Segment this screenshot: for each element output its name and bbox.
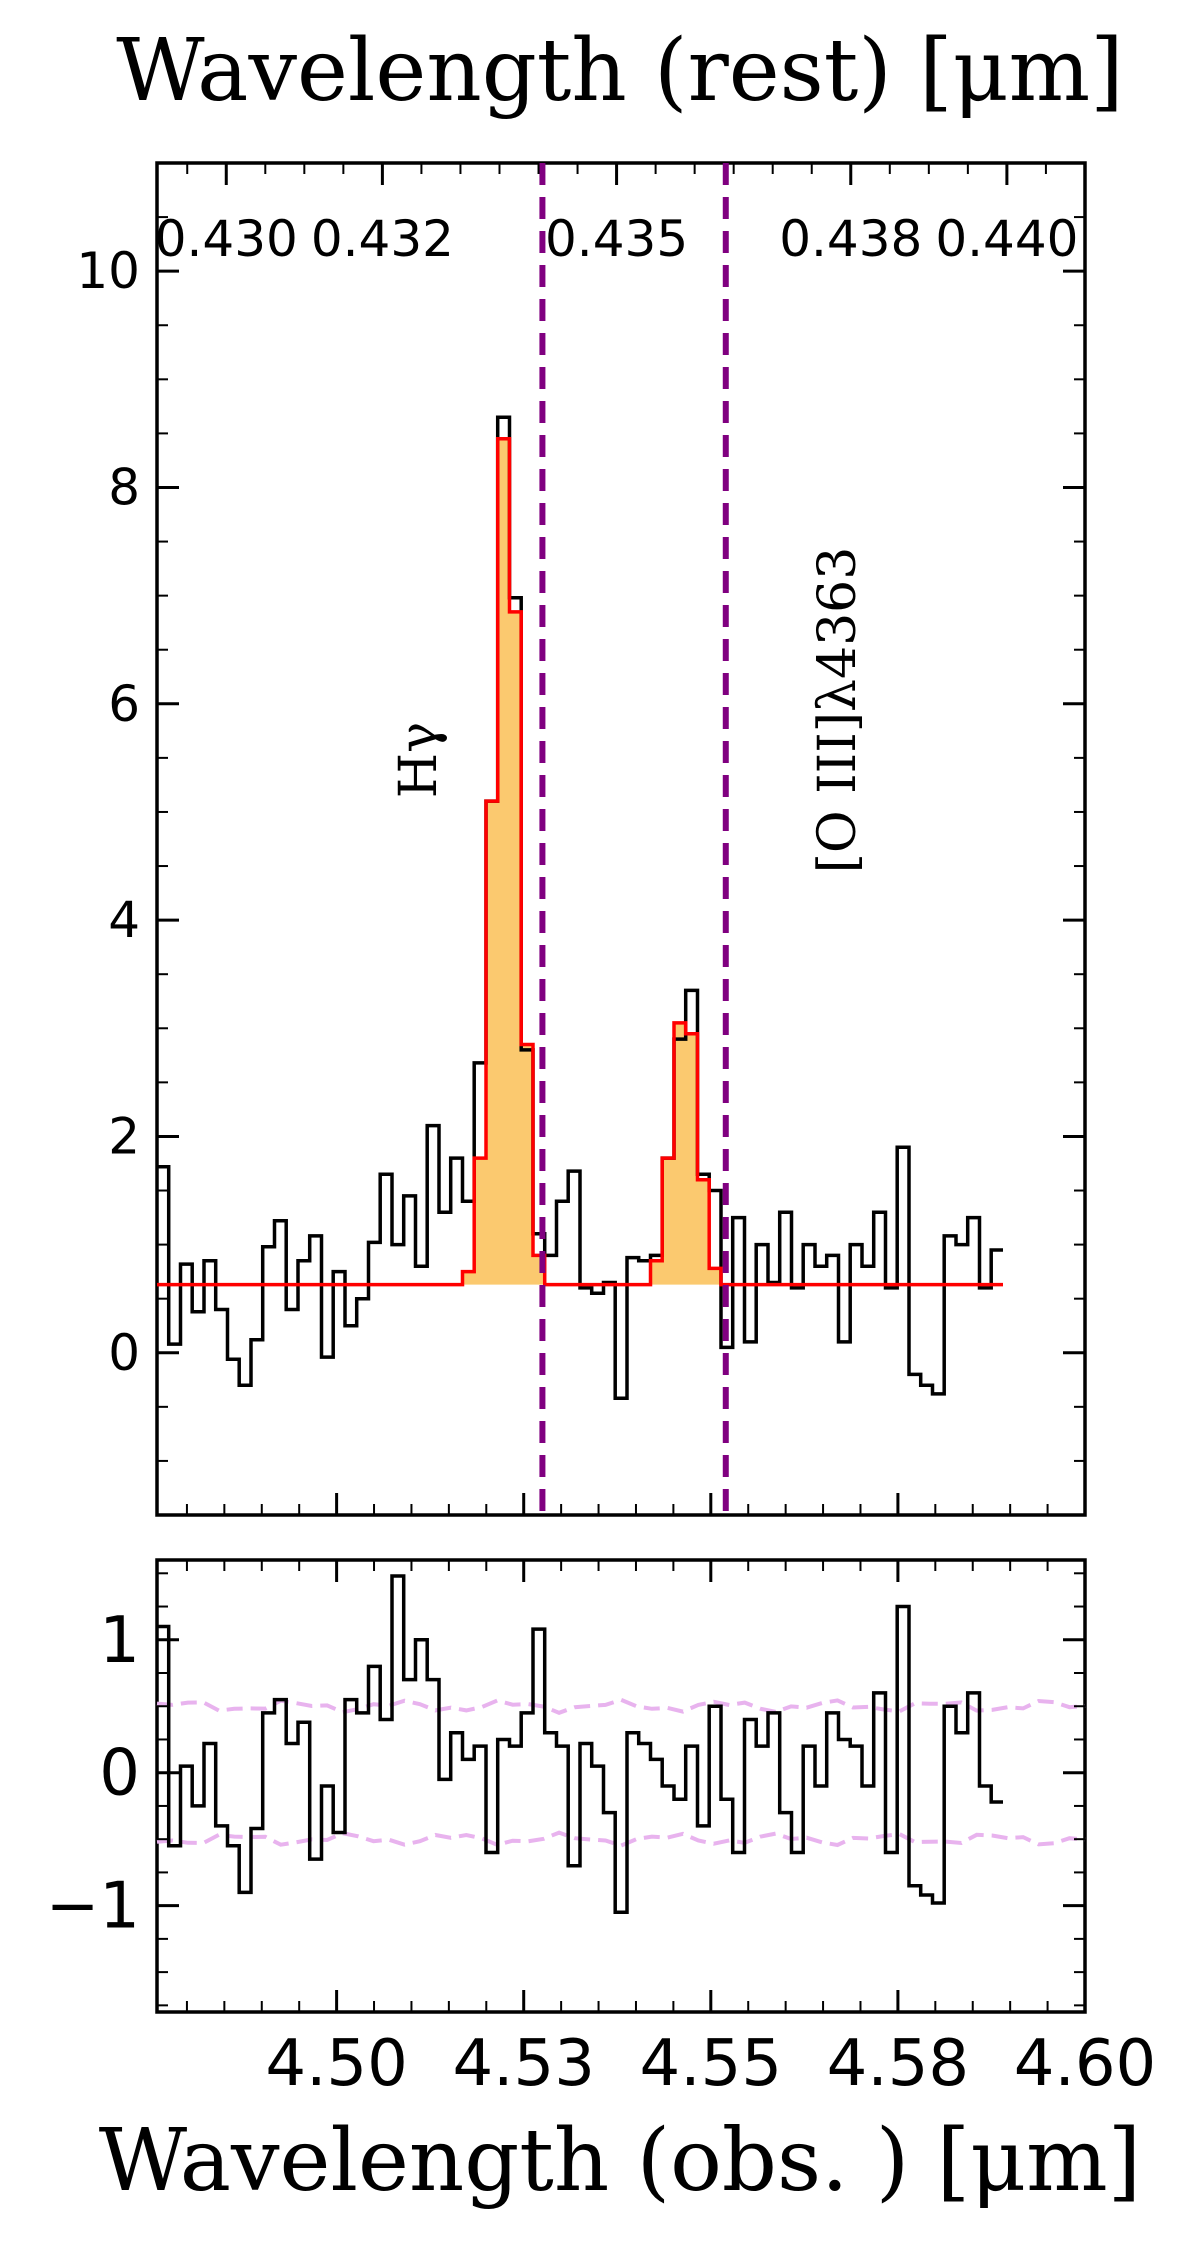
obs-x-tick-label: 4.55: [640, 2027, 783, 2101]
error-band-upper: [156, 1697, 1086, 1715]
res-y-tick-label: −1: [46, 1870, 140, 1944]
y-tick-label: 10: [76, 242, 140, 300]
rest-tick-label: 0.440: [935, 210, 1078, 268]
error-band-lower: [156, 1830, 1086, 1848]
residual-frame: [155, 1558, 1087, 2014]
hgamma-label: Hγ: [389, 722, 449, 798]
y-tick-label: 0: [108, 1324, 140, 1382]
residual-panel: 1 0 −1 4.50 4.53 4.55 4.58 4.60: [46, 1558, 1156, 2101]
model-fit-line: [157, 437, 1003, 1287]
residual-ticks: [157, 1560, 1087, 2012]
model-fill: [157, 438, 1085, 1285]
residual-plot-area: [156, 1574, 1086, 1915]
top-axis-label: Wavelength (rest) [μm]: [116, 21, 1123, 121]
spectrum-ticks: [157, 162, 1087, 1516]
y-tick-label: 4: [108, 891, 140, 949]
residual-y-tick-labels: 1 0 −1: [46, 1604, 140, 1944]
obs-x-tick-label: 4.60: [1014, 2027, 1157, 2101]
y-tick-label: 8: [108, 458, 140, 516]
spectrum-panel: 0.430 0.432 0.435 0.438 0.440 0 2 4 6 8 10 Hγ [O …: [76, 161, 1087, 1517]
res-y-tick-label: 0: [99, 1737, 140, 1811]
y-tick-label: 6: [108, 675, 140, 733]
rest-tick-label: 0.430: [155, 210, 298, 268]
rest-tick-label: 0.432: [311, 210, 454, 268]
data-spectrum-line: [157, 415, 1003, 1400]
spectrum-y-tick-labels: 0 2 4 6 8 10: [76, 242, 140, 1382]
y-tick-label: 2: [108, 1107, 140, 1165]
rest-tick-label: 0.435: [545, 210, 688, 268]
obs-x-tick-label: 4.50: [265, 2027, 408, 2101]
residual-line: [157, 1574, 1003, 1915]
bottom-axis-label: Wavelength (obs. ) [μm]: [99, 2111, 1141, 2211]
spectrum-plot-area: [157, 163, 1085, 1515]
res-y-tick-label: 1: [99, 1604, 140, 1678]
obs-x-tick-label: 4.53: [452, 2027, 595, 2101]
oiii-label: [O III]λ4363: [808, 547, 868, 874]
obs-x-tick-label: 4.58: [827, 2027, 970, 2101]
rest-tick-label: 0.438: [779, 210, 922, 268]
obs-x-tick-labels: 4.50 4.53 4.55 4.58 4.60: [265, 2027, 1156, 2101]
spectrum-frame: [155, 161, 1087, 1517]
rest-tick-labels: 0.430 0.432 0.435 0.438 0.440: [155, 210, 1079, 268]
